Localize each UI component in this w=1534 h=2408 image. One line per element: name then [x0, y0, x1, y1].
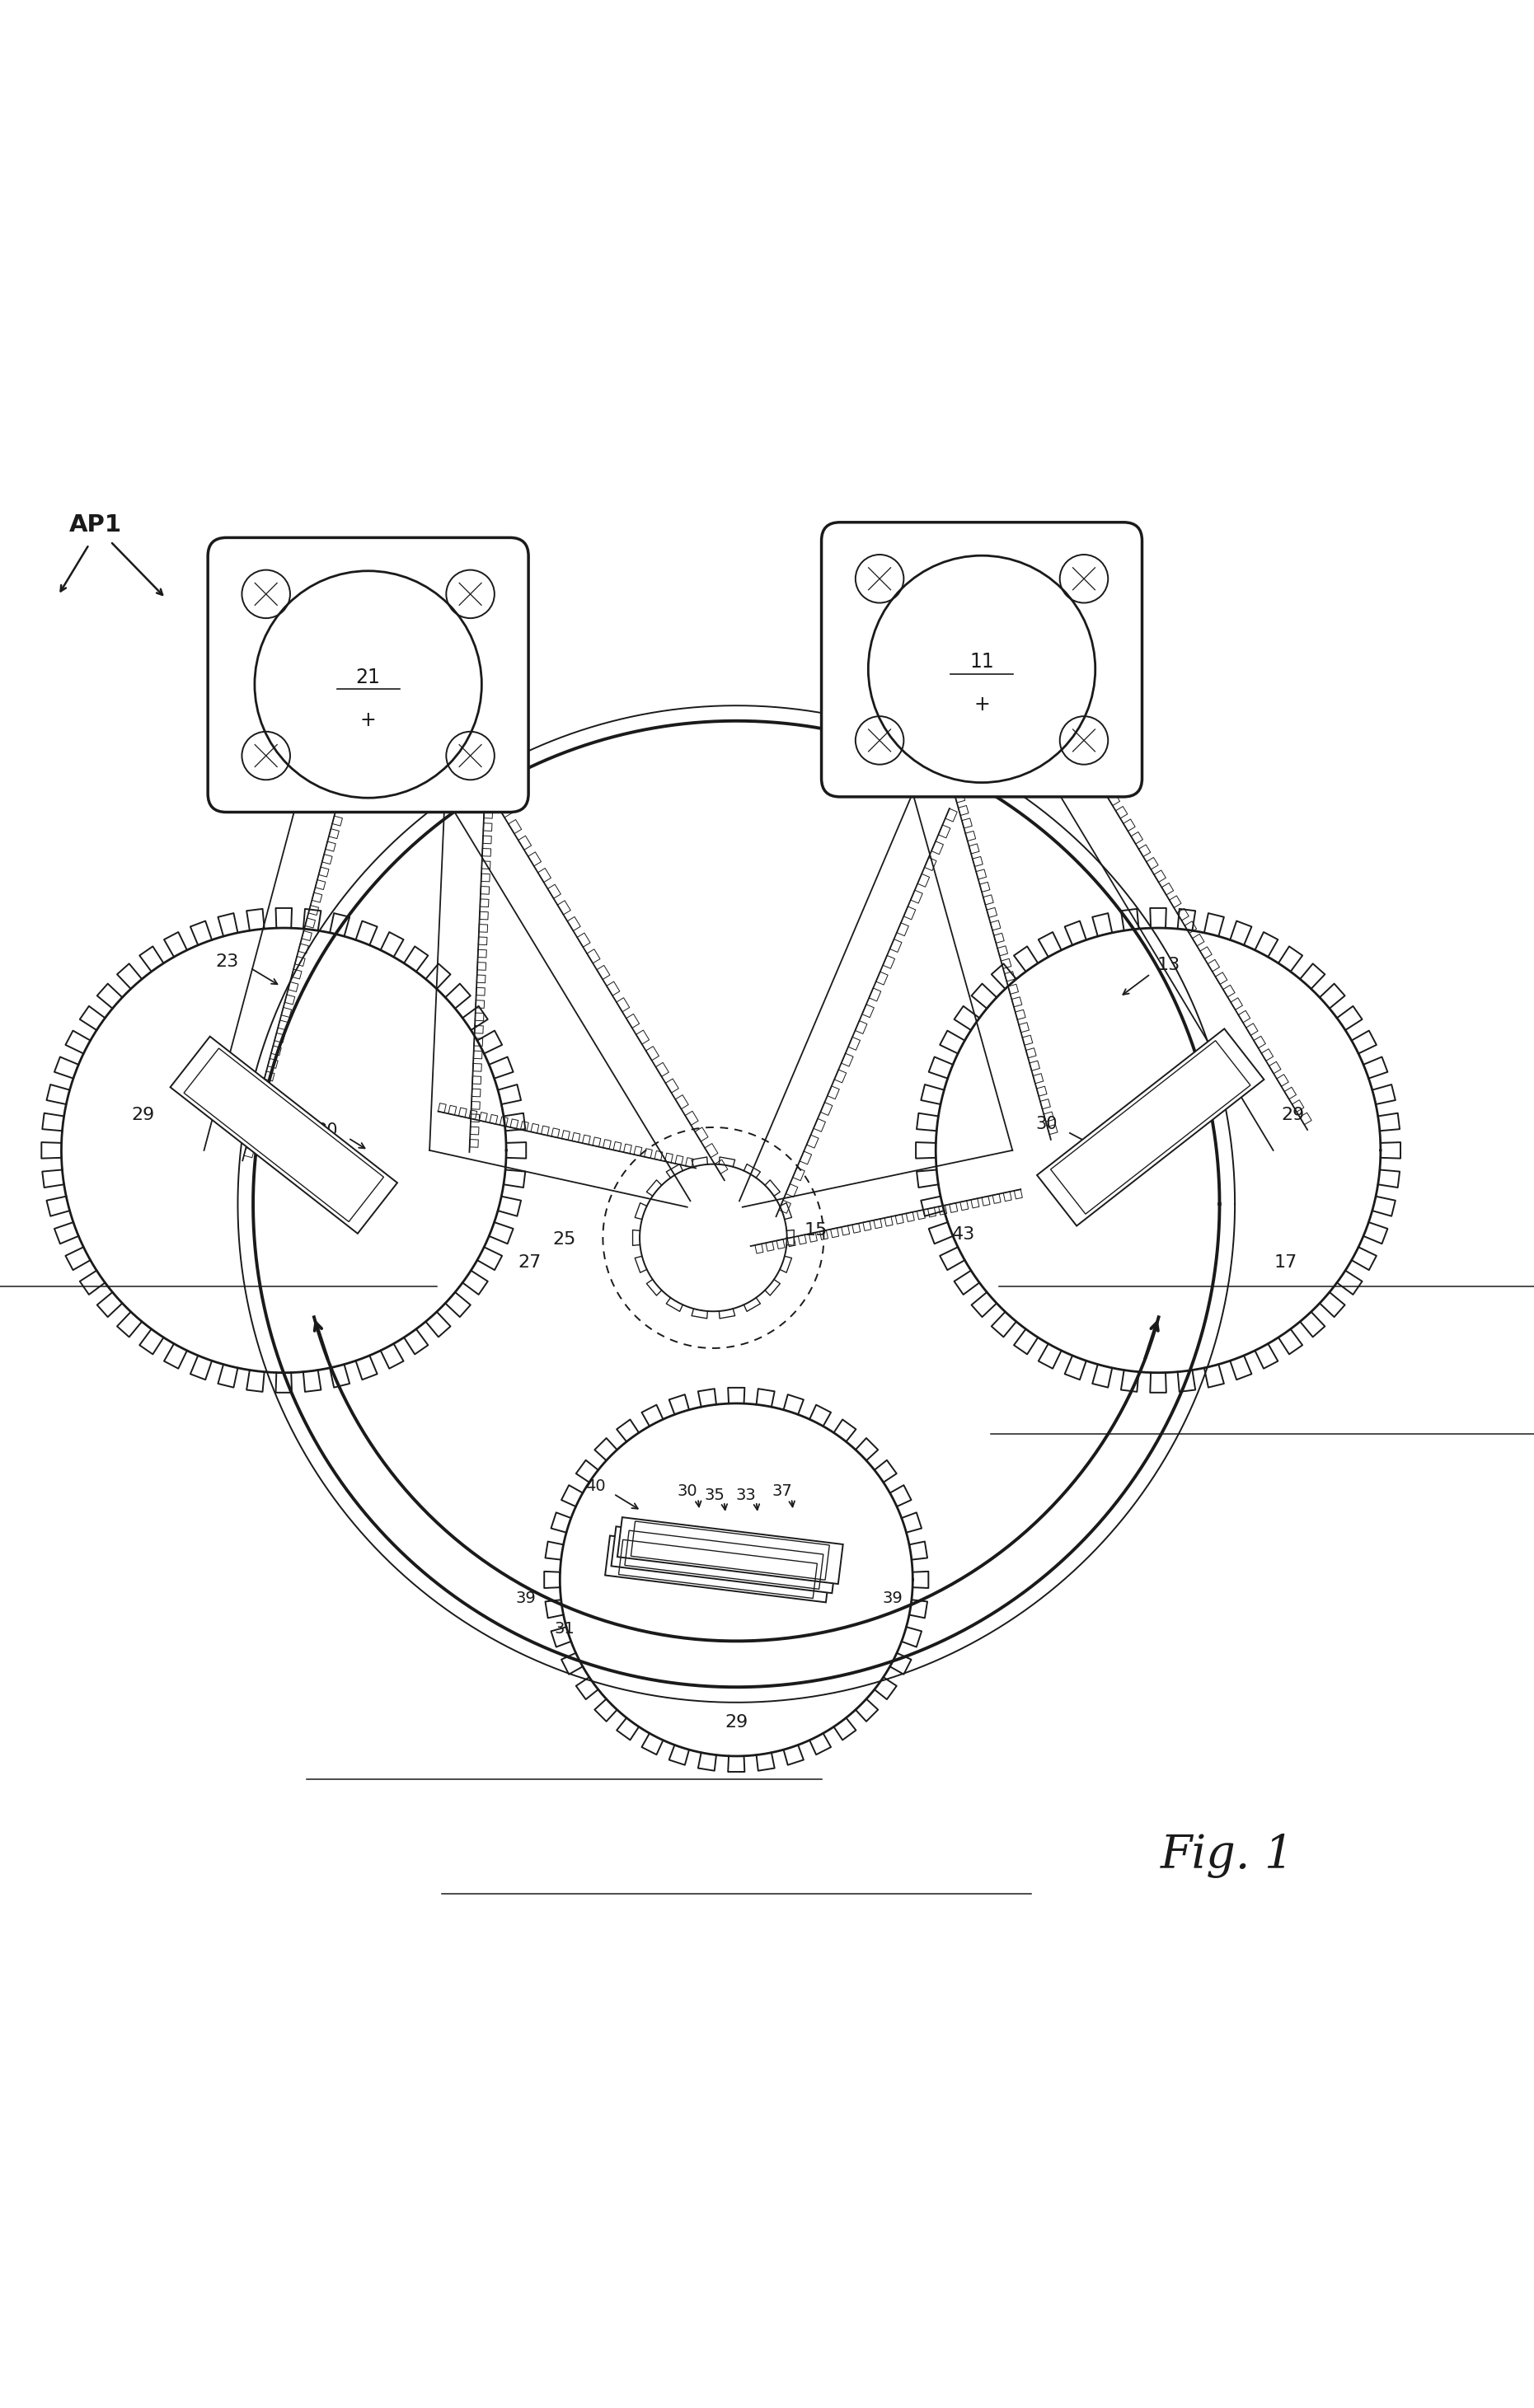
- Text: 30: 30: [676, 1483, 698, 1498]
- Text: 13: 13: [1157, 956, 1181, 973]
- Text: 21: 21: [356, 667, 380, 686]
- Text: 17: 17: [1273, 1255, 1298, 1271]
- Text: 41: 41: [1112, 1161, 1134, 1178]
- Text: 25: 25: [552, 1230, 577, 1247]
- FancyBboxPatch shape: [822, 523, 1141, 797]
- Text: AP1: AP1: [69, 513, 121, 537]
- Text: 41: 41: [268, 1098, 290, 1115]
- Text: 40: 40: [584, 1479, 606, 1493]
- Text: +: +: [360, 710, 376, 730]
- Text: 43: 43: [951, 1226, 976, 1243]
- Text: 29: 29: [1281, 1108, 1305, 1122]
- Polygon shape: [1037, 1028, 1264, 1226]
- Text: Fig. 1: Fig. 1: [1160, 1832, 1295, 1878]
- Text: +: +: [974, 696, 989, 715]
- Text: 20: 20: [423, 561, 451, 583]
- Text: 27: 27: [517, 1255, 542, 1271]
- Text: 39: 39: [515, 1589, 537, 1606]
- Text: 15: 15: [804, 1221, 828, 1238]
- Text: 29: 29: [724, 1714, 749, 1731]
- Text: 35: 35: [704, 1488, 726, 1503]
- Text: 11: 11: [969, 653, 994, 672]
- Polygon shape: [611, 1527, 838, 1594]
- Text: 41: 41: [706, 1560, 727, 1575]
- Polygon shape: [604, 1536, 831, 1601]
- FancyBboxPatch shape: [207, 537, 528, 811]
- Text: 33: 33: [735, 1488, 756, 1503]
- Text: 37: 37: [772, 1483, 793, 1498]
- Text: 29: 29: [130, 1108, 155, 1122]
- Text: 39: 39: [882, 1589, 904, 1606]
- Text: 30: 30: [316, 1122, 337, 1139]
- Text: 31: 31: [554, 1621, 575, 1637]
- Text: 10: 10: [991, 561, 1019, 583]
- Text: 30: 30: [1035, 1115, 1057, 1132]
- Text: 23: 23: [215, 954, 239, 970]
- Polygon shape: [170, 1035, 397, 1233]
- Polygon shape: [617, 1517, 844, 1584]
